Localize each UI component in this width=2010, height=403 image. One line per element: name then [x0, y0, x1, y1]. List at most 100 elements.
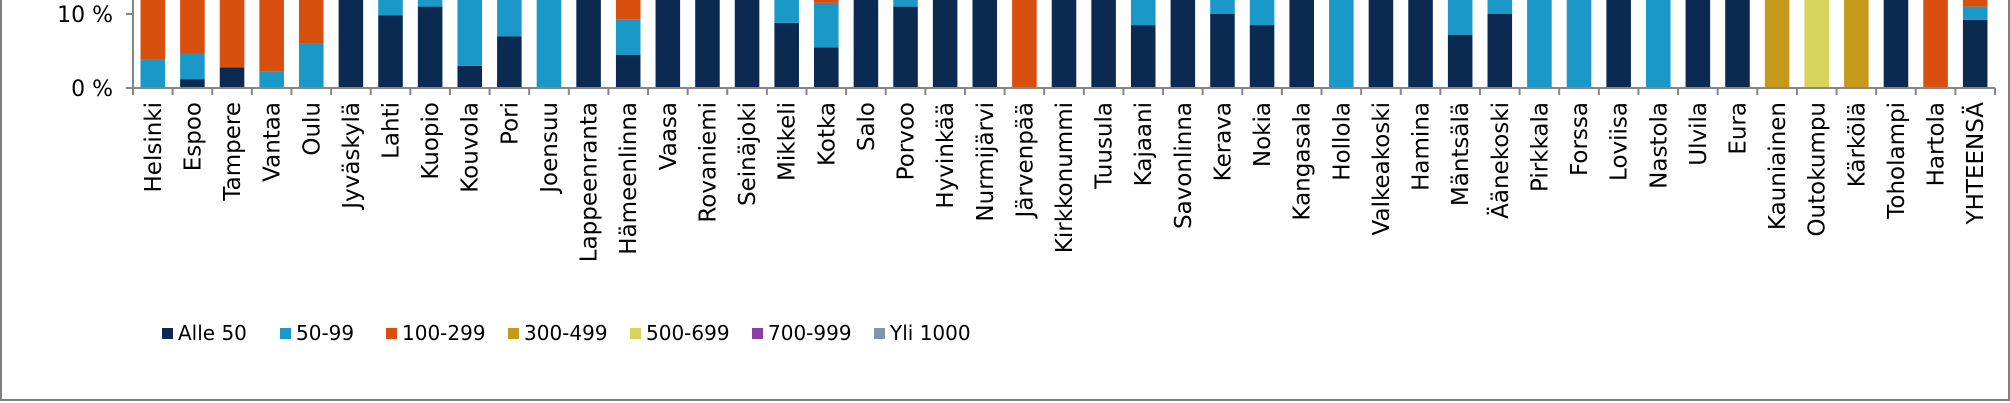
category-label: Kauniainen [1765, 102, 1791, 230]
category-label: Rovaniemi [695, 102, 721, 223]
category-label: Loviisa [1607, 102, 1633, 181]
bar-segment [1210, 0, 1235, 15]
category-label: Tampere [220, 102, 246, 202]
category-label: Nastola [1646, 102, 1672, 189]
category-label: Kajaani [1131, 102, 1157, 186]
category-label: Nurmijärvi [973, 102, 999, 222]
category-labels: Helsinki Espoo Tampere Vantaa Oulu Jyväskylä L… [141, 102, 1989, 262]
legend-label: 500-699 [646, 321, 730, 345]
bar-segment [615, 0, 641, 20]
bar-segment [259, 0, 284, 72]
category-label: Järvenpää [1012, 102, 1038, 219]
bar-segment [695, 0, 720, 88]
legend-swatch [874, 328, 885, 339]
bar-segment [814, 2, 839, 48]
category-label: Pori [497, 102, 523, 145]
bar-segment [417, 6, 443, 89]
legend: Alle 50 50-99 100-299 300-499 500-699 700-999… [162, 321, 971, 345]
legend-swatch [752, 328, 763, 339]
bar-segment [1487, 14, 1513, 88]
category-label: Toholampi [1884, 102, 1910, 220]
category-label: Vaasa [656, 102, 682, 170]
category-label: Salo [854, 102, 880, 151]
category-label: Kärkölä [1844, 102, 1870, 187]
bar-segment [1685, 0, 1711, 88]
bar-segment [180, 0, 205, 54]
category-label: Joensuu [537, 102, 563, 195]
legend-label: 300-499 [524, 321, 608, 345]
bar-segment [1368, 0, 1394, 88]
category-label: Tuusula [1092, 102, 1118, 190]
bar-segment [536, 0, 562, 88]
bar-segment [1962, 6, 1988, 20]
legend-swatch [630, 328, 641, 339]
bar-segment [814, 47, 839, 88]
bar-segment [1210, 14, 1235, 88]
category-label: Pirkkala [1527, 102, 1553, 192]
category-label: Outokumpu [1805, 102, 1831, 237]
category-label: Espoo [180, 102, 206, 171]
bar-segment [1566, 0, 1592, 88]
legend-label: Alle 50 [178, 321, 247, 345]
bar-segment [1844, 0, 1869, 88]
category-label: Vantaa [260, 102, 286, 182]
category-label: Savonlinna [1171, 102, 1197, 229]
category-label: Seinäjoki [735, 102, 761, 206]
bar-segment [219, 67, 245, 88]
category-label: Forssa [1567, 102, 1593, 176]
bar-segment [1170, 0, 1196, 88]
bar-segment [1249, 25, 1275, 89]
category-label: Kouvola [458, 102, 484, 193]
bar-segment [1447, 0, 1473, 35]
bar-segment [853, 0, 879, 88]
bar-segment [1527, 0, 1552, 88]
category-label: Kuopio [418, 102, 444, 180]
bar-segment [734, 0, 760, 88]
legend-label: 50-99 [296, 321, 354, 345]
category-label: Äänekoski [1486, 102, 1514, 219]
bar-segment [1962, 19, 1988, 89]
category-label: YHTEENSÄ [1961, 102, 1989, 226]
category-label: Nokia [1250, 102, 1276, 167]
legend-label: 700-999 [768, 321, 852, 345]
bar-segment [497, 0, 522, 37]
category-label: Kotka [814, 102, 840, 166]
category-label: Lahti [379, 102, 405, 159]
bar-segment [140, 59, 166, 88]
bar-segment [1606, 0, 1631, 88]
bar-segment [615, 19, 641, 55]
category-label: Eura [1725, 102, 1751, 155]
bar-segment [299, 0, 324, 44]
bar-segment [219, 0, 245, 68]
category-label: Hyvinkää [933, 102, 959, 209]
bar-segment [1051, 0, 1077, 88]
bar-segment [655, 0, 681, 88]
y-tick-label: 10 % [57, 3, 113, 28]
bar-segment [1764, 0, 1790, 88]
bar-segment [1804, 0, 1829, 88]
category-label: Helsinki [141, 102, 167, 193]
category-label: Jyväskylä [339, 102, 365, 211]
legend-label: Yli 1000 [889, 321, 971, 345]
legend-swatch [508, 328, 519, 339]
category-label: Hamina [1409, 102, 1435, 191]
bar-segment [774, 22, 799, 89]
category-label: Kangasala [1290, 102, 1316, 221]
legend-swatch [162, 328, 173, 339]
bar-segment [1329, 0, 1354, 88]
legend-label: 100-299 [402, 321, 486, 345]
bar-segment [180, 53, 205, 80]
bar-segment [972, 0, 998, 88]
category-label: Hartola [1924, 102, 1950, 186]
legend-swatch [386, 328, 397, 339]
category-label: Hollola [1329, 102, 1355, 181]
bar-segment [259, 71, 284, 88]
bar-segment [338, 0, 364, 88]
axes-layer: 0 % 10 % [57, 0, 1996, 102]
y-tick-label: 0 % [71, 77, 113, 102]
bars-layer [140, 0, 1988, 89]
category-label: Mäntsälä [1448, 102, 1474, 206]
bar-segment [1487, 0, 1513, 15]
